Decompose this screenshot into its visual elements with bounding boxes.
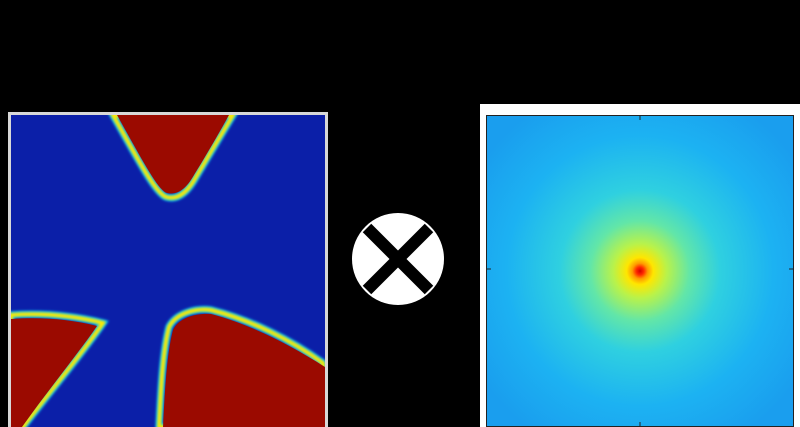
convolution-circled-x-icon (352, 213, 444, 305)
top-phase-region (108, 115, 238, 202)
bottom-left-phase-region (11, 310, 109, 427)
phase-field-map (11, 115, 325, 427)
bottom-right-phase-region (155, 306, 325, 427)
gaussian-kernel-map (486, 115, 794, 427)
kernel-field (486, 115, 794, 427)
left-phase-field-image (8, 112, 328, 427)
right-kernel-image (480, 104, 800, 427)
